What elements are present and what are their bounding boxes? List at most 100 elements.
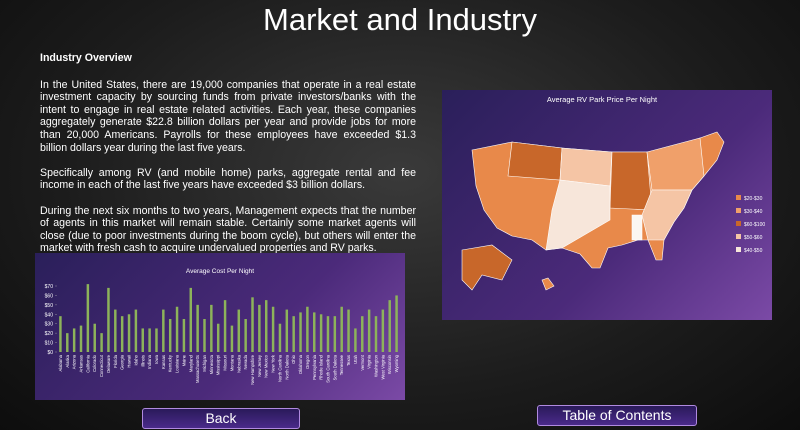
x-tick-label: Arizona (72, 354, 77, 369)
x-tick-label: Missouri (223, 355, 228, 371)
bar (148, 328, 151, 352)
y-tick-label: $70 (45, 284, 54, 290)
legend-swatch (736, 247, 741, 252)
legend-label: $50-$60 (744, 235, 763, 241)
x-tick-label: Kansas (161, 355, 166, 369)
legend-swatch (736, 234, 741, 239)
x-tick-label: Massachusetts (195, 355, 200, 383)
toc-button[interactable]: Table of Contents (537, 405, 697, 426)
x-tick-label: Idaho (133, 354, 138, 365)
bar (72, 328, 76, 352)
x-tick-label: Indiana (147, 354, 152, 368)
x-tick-label: North Dakota (284, 354, 289, 379)
x-tick-label: Louisiana (175, 354, 180, 373)
back-button[interactable]: Back (142, 408, 300, 429)
x-tick-label: Colorado (92, 354, 97, 372)
bar (333, 316, 337, 352)
bar (299, 312, 302, 352)
x-tick-label: Kentucky (168, 354, 173, 372)
bar (127, 314, 131, 352)
bar (86, 284, 90, 352)
x-tick-label: Iowa (154, 354, 159, 364)
x-tick-label: Connecticut (99, 354, 104, 377)
bar (306, 306, 309, 352)
bar (237, 309, 241, 352)
y-tick-label: $10 (45, 341, 54, 347)
bar (203, 319, 206, 352)
paragraph: Specifically among RV (and mobile home) … (40, 166, 416, 192)
x-tick-label: Florida (113, 354, 118, 367)
x-tick-label: Alabama (58, 354, 63, 371)
bar (216, 323, 220, 352)
legend-swatch (736, 195, 741, 200)
bar (120, 316, 124, 352)
bar (93, 323, 96, 352)
legend-label: $40-$50 (744, 248, 763, 254)
legend-label: $30-$40 (744, 209, 763, 215)
x-tick-label: Wisconsin (387, 354, 392, 374)
bar (361, 316, 364, 352)
x-tick-label: Tennessee (339, 354, 344, 375)
bar (264, 300, 268, 352)
x-tick-label: Texas (346, 355, 351, 366)
bar (59, 316, 62, 352)
x-tick-label: California (85, 354, 90, 372)
bar (326, 316, 330, 352)
bar (388, 300, 391, 352)
x-tick-label: Delaware (106, 354, 111, 372)
bar (66, 333, 69, 352)
bar (223, 300, 227, 352)
x-tick-label: New Mexico (264, 354, 269, 377)
x-tick-label: Oregon (305, 354, 310, 369)
x-tick-label: North Carolina (277, 354, 282, 382)
bar (340, 306, 343, 352)
overview-heading: Industry Overview (40, 52, 132, 64)
x-tick-label: Pennsylvania (312, 354, 317, 380)
bar (251, 297, 254, 352)
map-title: Average RV Park Price Per Night (547, 95, 658, 104)
bar (182, 319, 186, 352)
y-tick-label: $30 (45, 322, 54, 328)
bar (168, 319, 172, 352)
bar (196, 304, 199, 352)
legend-label: $20-$30 (744, 196, 763, 202)
x-tick-label: Nebraska (236, 354, 241, 373)
x-tick-label: Minnesota (209, 354, 214, 374)
map-panel: Average RV Park Price Per Night $20-$30 $… (442, 90, 772, 320)
bar (100, 333, 103, 352)
bar (354, 328, 357, 352)
x-tick-label: Hawaii (127, 355, 132, 368)
bar (292, 316, 295, 352)
x-tick-label: Georgia (120, 354, 125, 370)
x-tick-label: Virginia (367, 354, 372, 369)
x-tick-label: Alaska (65, 354, 70, 367)
bar (367, 309, 371, 352)
x-tick-label: Utah (353, 354, 358, 364)
x-tick-label: Ohio (291, 354, 296, 364)
y-tick-label: $60 (45, 293, 54, 299)
bar (374, 316, 378, 352)
bar (107, 287, 110, 352)
bar (162, 309, 165, 352)
x-tick-label: Wyoming (394, 354, 399, 372)
legend-swatch (736, 208, 741, 213)
paragraph: During the next six months to two years,… (40, 204, 416, 255)
bar (285, 309, 289, 352)
x-tick-label: South Dakota (332, 354, 337, 380)
bar (271, 306, 275, 352)
x-tick-label: Vermont (360, 354, 365, 370)
bar-chart: Average Cost Per Night $0 $10 $20 $30 $40 $50… (35, 253, 405, 400)
bar (278, 323, 282, 352)
x-tick-label: New York (271, 354, 276, 373)
y-tick-label: $40 (45, 312, 54, 318)
us-map (461, 131, 725, 291)
bar (395, 295, 398, 352)
bar (175, 306, 179, 352)
x-tick-label: Maryland (188, 354, 193, 372)
chart-title: Average Cost Per Night (186, 268, 254, 275)
x-tick-label: Nevada (243, 354, 248, 369)
x-tick-label: South Carolina (325, 354, 330, 382)
overview: Industry Overview In the United States, … (40, 52, 416, 268)
x-tick-label: Arkansas (79, 355, 84, 372)
